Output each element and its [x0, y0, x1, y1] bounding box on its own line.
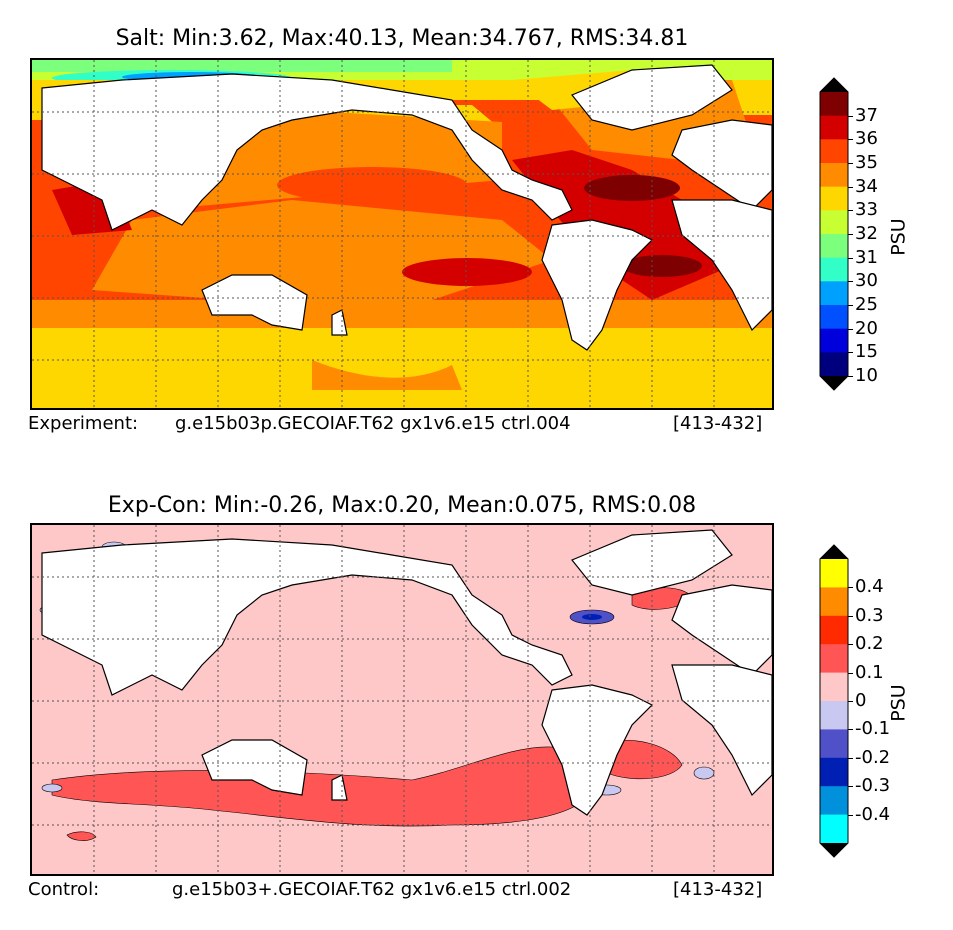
- salinity-colorbar-tick-label: 33: [855, 199, 878, 221]
- bottom-map-title: Exp-Con: Min:-0.26, Max:0.20, Mean:0.075…: [107, 493, 697, 518]
- difference-colorbar-tick: [848, 786, 853, 788]
- difference-colorbar-under-arrow: [820, 843, 848, 857]
- salinity-colorbar-tick-label: 37: [855, 104, 878, 126]
- salinity-colorbar-tick: [848, 210, 853, 212]
- salinity-colorbar-tick: [848, 186, 853, 188]
- difference-colorbar-swatch: [820, 559, 848, 588]
- salinity-colorbar-swatch: [820, 92, 848, 117]
- experiment-year-range: [413-432]: [673, 413, 763, 434]
- salinity-colorbar-unit: PSU: [887, 218, 910, 256]
- difference-colorbar-unit: PSU: [887, 684, 910, 722]
- salinity-colorbar-swatch: [820, 210, 848, 235]
- difference-colorbar-swatch: [820, 729, 848, 759]
- salinity-colorbar-tick-label: 35: [855, 152, 878, 173]
- control-case-name: g.e15b03+.GECOIAF.T62 gx1v6.e15 ctrl.002: [172, 879, 572, 900]
- salinity-colorbar-tick-label: 31: [855, 246, 878, 268]
- salinity-colorbar-swatch: [820, 163, 848, 188]
- top-map-title: Salt: Min:3.62, Max:40.13, Mean:34.767, …: [115, 26, 689, 51]
- difference-colorbar-swatch: [820, 615, 848, 645]
- salinity-colorbar-tick: [848, 139, 853, 141]
- difference-colorbar-tick-label: 0.2: [855, 633, 884, 655]
- difference-colorbar-tick-label: 0.3: [855, 604, 884, 626]
- salinity-difference-map: [30, 523, 774, 876]
- salinity-colorbar-tick: [848, 376, 853, 377]
- difference-colorbar-swatch: [820, 644, 848, 674]
- difference-colorbar-tick: [848, 814, 853, 816]
- difference-colorbar-tick: [848, 672, 853, 674]
- difference-colorbar-tick-label: -0.4: [855, 803, 891, 825]
- salinity-colorbar-tick-label: 20: [855, 317, 878, 339]
- difference-colorbar-tick: [848, 615, 853, 617]
- difference-colorbar-tick-label: -0.1: [855, 718, 891, 740]
- salinity-colorbar-swatch: [820, 115, 848, 140]
- salinity-colorbar-tick: [848, 328, 853, 330]
- control-year-range: [413-432]: [673, 879, 763, 900]
- difference-colorbar-tick-label: 0.1: [855, 661, 884, 683]
- salinity-colorbar-tick-label: 25: [855, 294, 878, 315]
- salinity-colorbar-tick: [848, 257, 853, 259]
- salinity-colorbar-under-arrow: [820, 376, 848, 390]
- experiment-case-name: g.e15b03p.GECOIAF.T62 gx1v6.e15 ctrl.004: [175, 413, 571, 434]
- difference-colorbar-swatch: [820, 701, 848, 730]
- difference-colorbar-over-arrow: [820, 545, 848, 559]
- salinity-colorbar-swatch: [820, 234, 848, 259]
- difference-colorbar-tick: [848, 701, 853, 702]
- salinity-colorbar-swatch: [820, 328, 848, 353]
- salinity-colorbar-swatch: [820, 281, 848, 306]
- salinity-colorbar-tick: [848, 115, 853, 117]
- difference-colorbar-tick: [848, 729, 853, 731]
- salinity-colorbar-tick: [848, 234, 853, 235]
- salinity-colorbar-tick-label: 10: [855, 365, 878, 386]
- salinity-colorbar-swatch: [820, 352, 848, 377]
- salinity-colorbar-over-arrow: [820, 78, 848, 92]
- salinity-colorbar-tick: [848, 163, 853, 164]
- salinity-colorbar-tick-label: 36: [855, 128, 878, 150]
- salinity-colorbar-tick: [848, 352, 853, 354]
- salinity-colorbar-tick: [848, 305, 853, 306]
- difference-colorbar-swatch: [820, 757, 848, 787]
- salinity-colorbar-swatch: [820, 305, 848, 330]
- difference-colorbar-tick: [848, 644, 853, 646]
- difference-colorbar: [819, 544, 849, 858]
- difference-colorbar-tick: [848, 757, 853, 759]
- salinity-colorbar-tick-label: 15: [855, 341, 878, 363]
- difference-colorbar-tick-label: 0.4: [855, 576, 884, 598]
- salinity-colorbar-tick-label: 32: [855, 223, 878, 244]
- experiment-label: Experiment:: [28, 413, 139, 434]
- salinity-colorbar-tick-label: 30: [855, 270, 878, 292]
- difference-colorbar-swatch: [820, 814, 848, 844]
- control-label: Control:: [28, 879, 100, 900]
- salinity-colorbar-tick: [848, 281, 853, 283]
- salinity-colorbar-swatch: [820, 139, 848, 164]
- difference-colorbar-swatch: [820, 786, 848, 816]
- difference-colorbar-tick-label: -0.3: [855, 775, 891, 797]
- difference-colorbar-swatch: [820, 672, 848, 702]
- difference-colorbar-swatch: [820, 587, 848, 617]
- difference-colorbar-tick-label: -0.2: [855, 746, 891, 768]
- difference-colorbar-tick-label: 0: [855, 690, 867, 711]
- salinity-colorbar: [819, 77, 849, 391]
- salinity-colorbar-swatch: [820, 257, 848, 282]
- salinity-colorbar-swatch: [820, 186, 848, 211]
- salinity-map: [30, 58, 774, 410]
- difference-colorbar-tick: [848, 587, 853, 589]
- salinity-colorbar-tick-label: 34: [855, 175, 878, 197]
